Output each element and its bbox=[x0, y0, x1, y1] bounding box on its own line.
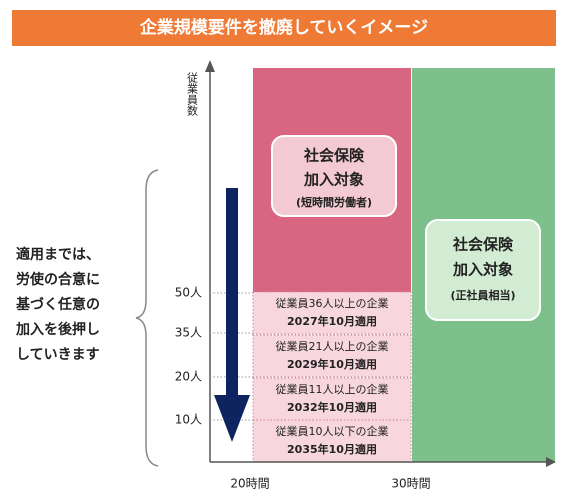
short-time-box bbox=[271, 135, 397, 217]
box-line: 社会保険 bbox=[303, 147, 365, 165]
row bbox=[252, 334, 412, 378]
y-tick-label: 10人 bbox=[175, 413, 202, 427]
row-date: 2032年10月適用 bbox=[287, 400, 377, 414]
row-company: 従業員36人以上の企業 bbox=[276, 296, 389, 310]
ticks: 50人 35人 20人 10人 bbox=[175, 286, 253, 427]
row-date: 2029年10月適用 bbox=[287, 357, 377, 371]
arrow bbox=[214, 188, 250, 442]
box-line: 加入対象 bbox=[303, 171, 364, 189]
row-date: 2035年10月適用 bbox=[287, 442, 377, 456]
header-title: 企業規模要件を撤廃していくイメージ bbox=[139, 17, 428, 38]
row bbox=[252, 377, 412, 421]
row bbox=[252, 291, 412, 335]
y-tick-label: 20人 bbox=[175, 370, 202, 384]
box-line: (正社員相当) bbox=[450, 288, 515, 302]
row-date: 2027年10月適用 bbox=[287, 314, 377, 328]
x-tick-label: 30時間 bbox=[391, 477, 430, 491]
row-company: 従業員21人以上の企業 bbox=[276, 339, 389, 353]
note-line: していきます bbox=[16, 347, 100, 363]
brace bbox=[135, 169, 159, 467]
note-line: 適用までは、 bbox=[16, 246, 100, 263]
y-tick-label: 50人 bbox=[175, 286, 202, 300]
header-bar bbox=[12, 10, 556, 46]
x-arrow bbox=[546, 457, 556, 467]
full-time-box bbox=[425, 219, 541, 321]
y-tick-label: 35人 bbox=[175, 326, 202, 340]
row-company: 従業員10人以下の企業 bbox=[276, 424, 389, 438]
y-arrow bbox=[205, 60, 215, 72]
box-line: 加入対象 bbox=[452, 261, 513, 279]
box-line: (短時間労働者) bbox=[296, 195, 372, 209]
y-axis-label: 従業員数 bbox=[186, 72, 199, 117]
x-tick-label: 20時間 bbox=[230, 477, 269, 491]
note-line: 労使の合意に bbox=[16, 271, 100, 288]
note-line: 加入を後押し bbox=[15, 321, 100, 338]
row-company: 従業員11人以上の企業 bbox=[276, 382, 389, 396]
row bbox=[252, 419, 412, 463]
box-line: 社会保険 bbox=[452, 236, 514, 254]
note-line: 基づく任意の bbox=[16, 296, 100, 313]
